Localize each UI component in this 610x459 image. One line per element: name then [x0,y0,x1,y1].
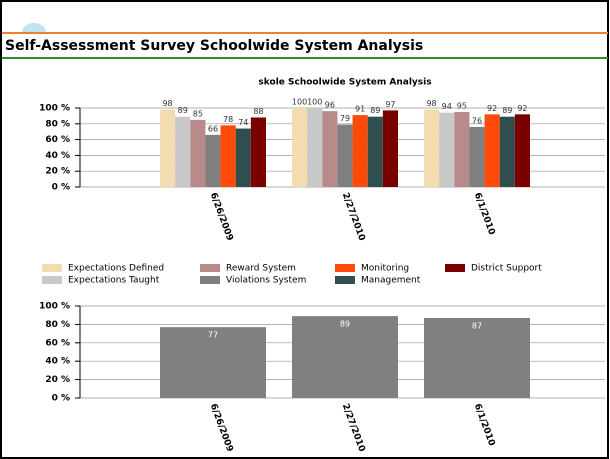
bar [235,128,251,187]
y-tick-label: 60 % [45,338,70,348]
bar [514,114,530,187]
data-label: 76 [472,116,482,125]
legend-label: Expectations Taught [68,276,160,286]
legend-label: District Support [471,264,542,274]
y-tick-label: 100 % [39,302,70,312]
chart-title: skole Schoolwide System Analysis [258,78,431,88]
legend-swatch [200,264,220,272]
bar [424,109,440,187]
bar [439,112,455,187]
bar [292,108,308,187]
legend-label: Expectations Defined [68,264,164,274]
bar [307,108,323,187]
bar [382,110,398,187]
data-label: 78 [223,115,233,124]
bar [160,327,266,398]
data-label: 94 [442,102,452,111]
data-label: 88 [253,107,263,116]
data-label: 98 [162,99,172,108]
legend-swatch [200,276,220,284]
data-label: 77 [208,331,218,340]
logo [22,23,46,32]
data-label: 87 [472,321,482,330]
data-label: 91 [355,105,365,114]
bar [190,119,206,187]
bar [367,116,383,187]
y-tick-label: 80 % [45,119,70,129]
y-tick-label: 0 % [52,394,70,404]
bar [205,134,221,187]
legend-label: Reward System [226,264,296,274]
bar [484,114,500,187]
legend-swatch [335,276,355,284]
data-label: 66 [208,124,218,133]
legend-swatch [335,264,355,272]
legend-swatch [42,276,62,284]
bar [499,116,515,187]
data-label: 89 [370,106,380,115]
data-label: 97 [385,100,395,109]
data-label: 96 [325,101,335,110]
bar [175,116,191,187]
bar [352,115,368,187]
y-tick-label: 20 % [45,375,70,385]
data-label: 100 [292,98,307,107]
legend-label: Monitoring [361,264,409,274]
bar [454,111,470,187]
page-title: Self-Assessment Survey Schoolwide System… [5,38,423,54]
y-tick-label: 80 % [45,320,70,330]
bar [292,316,398,398]
y-tick-label: 60 % [45,135,70,145]
data-label: 89 [178,106,188,115]
legend-swatch [445,264,465,272]
data-label: 98 [426,99,436,108]
data-label: 74 [238,118,248,127]
bar [250,117,266,187]
y-tick-label: 20 % [45,167,70,177]
data-label: 85 [193,109,203,118]
bar [424,317,530,398]
data-label: 89 [502,106,512,115]
legend-swatch [42,264,62,272]
legend-label: Management [361,276,421,286]
y-tick-label: 0 % [52,183,70,193]
data-label: 100 [307,98,322,107]
bar [160,109,176,187]
y-tick-label: 100 % [39,104,70,114]
y-tick-label: 40 % [45,357,70,367]
bar [322,111,338,187]
data-label: 79 [340,114,350,123]
bar [469,126,485,187]
data-label: 92 [487,104,497,113]
bar [337,124,353,187]
data-label: 95 [457,101,467,110]
data-label: 92 [517,104,527,113]
bar [220,125,236,187]
legend-label: Violations System [226,276,306,286]
y-tick-label: 40 % [45,151,70,161]
data-label: 89 [340,320,350,329]
